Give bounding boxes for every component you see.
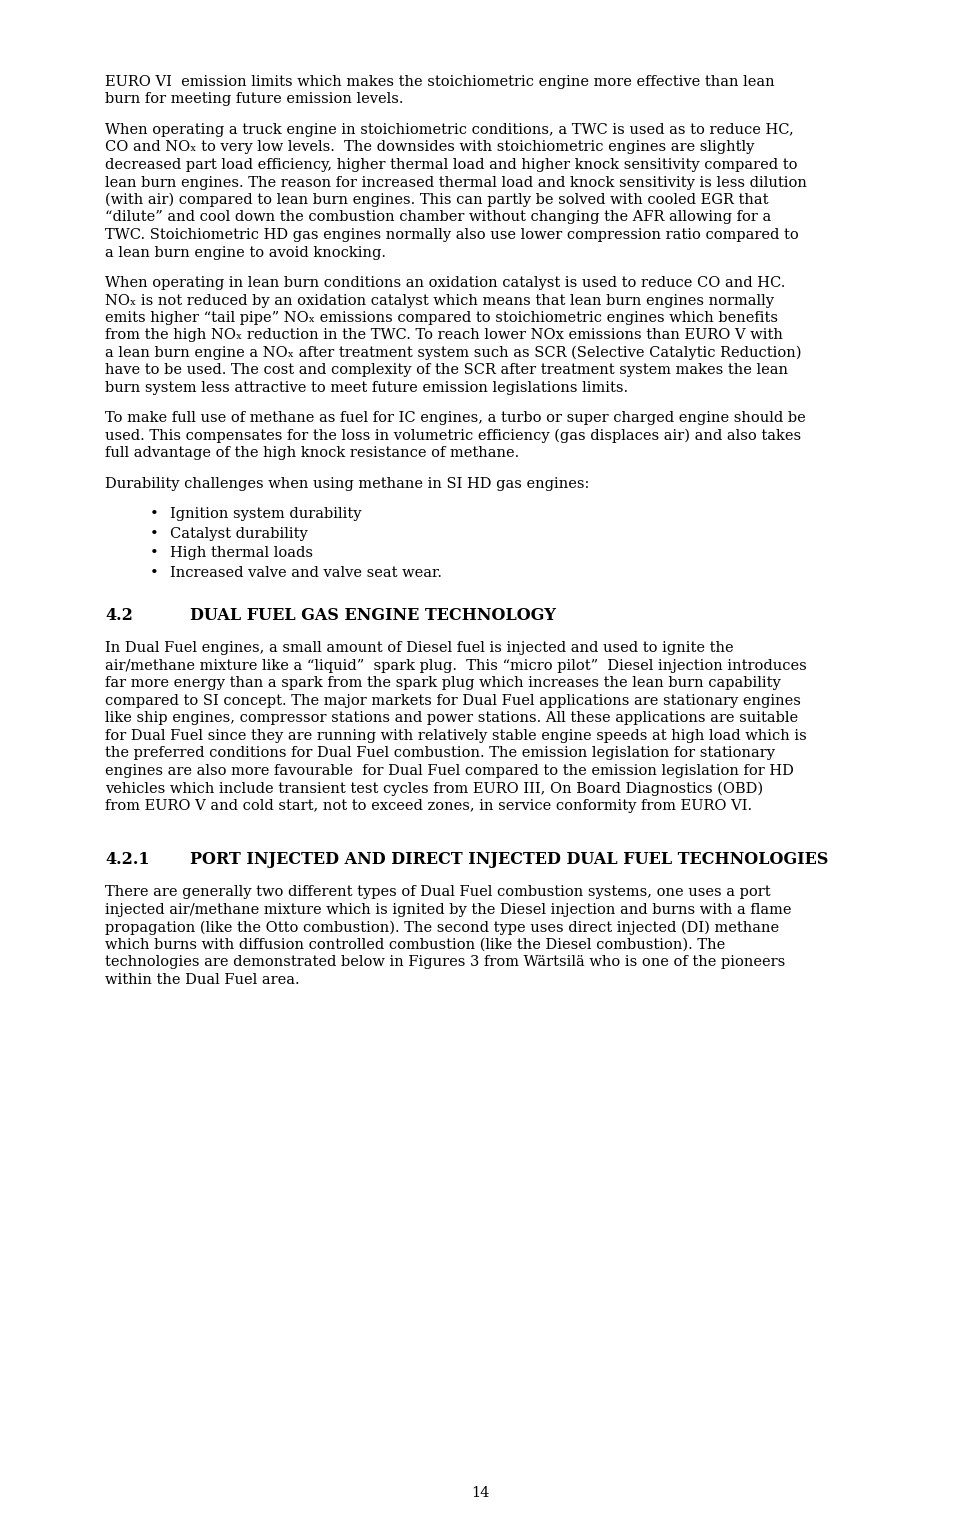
Text: •: • bbox=[150, 566, 158, 580]
Text: emits higher “tail pipe” NOₓ emissions compared to stoichiometric engines which : emits higher “tail pipe” NOₓ emissions c… bbox=[105, 311, 778, 325]
Text: PORT INJECTED AND DIRECT INJECTED DUAL FUEL TECHNOLOGIES: PORT INJECTED AND DIRECT INJECTED DUAL F… bbox=[190, 851, 828, 868]
Text: DUAL FUEL GAS ENGINE TECHNOLOGY: DUAL FUEL GAS ENGINE TECHNOLOGY bbox=[190, 608, 556, 625]
Text: from EURO V and cold start, not to exceed zones, in service conformity from EURO: from EURO V and cold start, not to excee… bbox=[105, 799, 752, 813]
Text: technologies are demonstrated below in Figures 3 from Wärtsilä who is one of the: technologies are demonstrated below in F… bbox=[105, 955, 785, 969]
Text: like ship engines, compressor stations and power stations. All these application: like ship engines, compressor stations a… bbox=[105, 712, 798, 726]
Text: Catalyst durability: Catalyst durability bbox=[170, 527, 308, 540]
Text: decreased part load efficiency, higher thermal load and higher knock sensitivity: decreased part load efficiency, higher t… bbox=[105, 158, 798, 171]
Text: EURO VI  emission limits which makes the stoichiometric engine more effective th: EURO VI emission limits which makes the … bbox=[105, 75, 775, 89]
Text: High thermal loads: High thermal loads bbox=[170, 547, 313, 560]
Text: CO and NOₓ to very low levels.  The downsides with stoichiometric engines are sl: CO and NOₓ to very low levels. The downs… bbox=[105, 141, 755, 155]
Text: 4.2: 4.2 bbox=[105, 608, 132, 625]
Text: There are generally two different types of Dual Fuel combustion systems, one use: There are generally two different types … bbox=[105, 885, 771, 899]
Text: Durability challenges when using methane in SI HD gas engines:: Durability challenges when using methane… bbox=[105, 478, 589, 491]
Text: Ignition system durability: Ignition system durability bbox=[170, 507, 362, 522]
Text: 14: 14 bbox=[470, 1487, 490, 1500]
Text: When operating in lean burn conditions an oxidation catalyst is used to reduce C: When operating in lean burn conditions a… bbox=[105, 276, 785, 289]
Text: In Dual Fuel engines, a small amount of Diesel fuel is injected and used to igni: In Dual Fuel engines, a small amount of … bbox=[105, 641, 733, 655]
Text: NOₓ is not reduced by an oxidation catalyst which means that lean burn engines n: NOₓ is not reduced by an oxidation catal… bbox=[105, 294, 774, 308]
Text: •: • bbox=[150, 527, 158, 540]
Text: •: • bbox=[150, 547, 158, 560]
Text: compared to SI concept. The major markets for Dual Fuel applications are station: compared to SI concept. The major market… bbox=[105, 694, 801, 707]
Text: full advantage of the high knock resistance of methane.: full advantage of the high knock resista… bbox=[105, 447, 519, 461]
Text: injected air/methane mixture which is ignited by the Diesel injection and burns : injected air/methane mixture which is ig… bbox=[105, 903, 791, 917]
Text: When operating a truck engine in stoichiometric conditions, a TWC is used as to : When operating a truck engine in stoichi… bbox=[105, 122, 794, 136]
Text: engines are also more favourable  for Dual Fuel compared to the emission legisla: engines are also more favourable for Dua… bbox=[105, 764, 794, 778]
Text: (with air) compared to lean burn engines. This can partly be solved with cooled : (with air) compared to lean burn engines… bbox=[105, 193, 769, 207]
Text: •: • bbox=[150, 507, 158, 522]
Text: which burns with diffusion controlled combustion (like the Diesel combustion). T: which burns with diffusion controlled co… bbox=[105, 939, 725, 952]
Text: 4.2.1: 4.2.1 bbox=[105, 851, 150, 868]
Text: a lean burn engine a NOₓ after treatment system such as SCR (Selective Catalytic: a lean burn engine a NOₓ after treatment… bbox=[105, 346, 802, 360]
Text: lean burn engines. The reason for increased thermal load and knock sensitivity i: lean burn engines. The reason for increa… bbox=[105, 176, 806, 190]
Text: from the high NOₓ reduction in the TWC. To reach lower NOx emissions than EURO V: from the high NOₓ reduction in the TWC. … bbox=[105, 329, 782, 343]
Text: TWC. Stoichiometric HD gas engines normally also use lower compression ratio com: TWC. Stoichiometric HD gas engines norma… bbox=[105, 228, 799, 242]
Text: have to be used. The cost and complexity of the SCR after treatment system makes: have to be used. The cost and complexity… bbox=[105, 363, 788, 378]
Text: Increased valve and valve seat wear.: Increased valve and valve seat wear. bbox=[170, 566, 442, 580]
Text: for Dual Fuel since they are running with relatively stable engine speeds at hig: for Dual Fuel since they are running wit… bbox=[105, 729, 806, 743]
Text: used. This compensates for the loss in volumetric efficiency (gas displaces air): used. This compensates for the loss in v… bbox=[105, 429, 802, 444]
Text: the preferred conditions for Dual Fuel combustion. The emission legislation for : the preferred conditions for Dual Fuel c… bbox=[105, 746, 775, 761]
Text: propagation (like the Otto combustion). The second type uses direct injected (DI: propagation (like the Otto combustion). … bbox=[105, 920, 780, 935]
Text: burn system less attractive to meet future emission legislations limits.: burn system less attractive to meet futu… bbox=[105, 381, 628, 395]
Text: air/methane mixture like a “liquid”  spark plug.  This “micro pilot”  Diesel inj: air/methane mixture like a “liquid” spar… bbox=[105, 658, 806, 672]
Text: “dilute” and cool down the combustion chamber without changing the AFR allowing : “dilute” and cool down the combustion ch… bbox=[105, 210, 771, 225]
Text: To make full use of methane as fuel for IC engines, a turbo or super charged eng: To make full use of methane as fuel for … bbox=[105, 412, 805, 426]
Text: within the Dual Fuel area.: within the Dual Fuel area. bbox=[105, 972, 300, 987]
Text: vehicles which include transient test cycles from EURO III, On Board Diagnostics: vehicles which include transient test cy… bbox=[105, 781, 763, 796]
Text: a lean burn engine to avoid knocking.: a lean burn engine to avoid knocking. bbox=[105, 245, 386, 259]
Text: burn for meeting future emission levels.: burn for meeting future emission levels. bbox=[105, 92, 403, 107]
Text: far more energy than a spark from the spark plug which increases the lean burn c: far more energy than a spark from the sp… bbox=[105, 677, 780, 690]
